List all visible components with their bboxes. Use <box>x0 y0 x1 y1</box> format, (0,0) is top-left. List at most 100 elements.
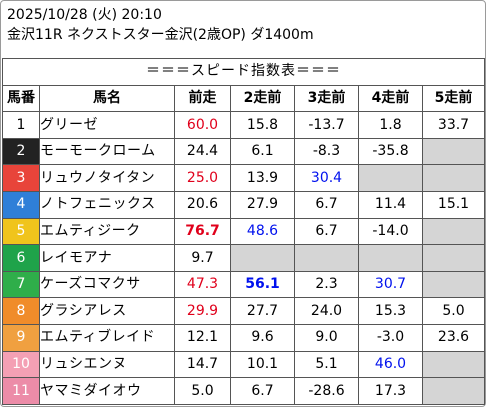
speed-index-cell: 9.0 <box>294 324 359 352</box>
speed-index-cell: -13.7 <box>294 111 359 139</box>
speed-index-cell: -14.0 <box>358 217 423 246</box>
horse-name: レイモアナ <box>39 244 175 272</box>
table-row: 3 リュウノタイタン 25.0 13.9 30.4 <box>2 164 485 193</box>
speed-index-cell: 5.1 <box>294 350 359 379</box>
speed-index-cell: 6.1 <box>230 137 295 166</box>
speed-index-cell: -8.3 <box>294 137 359 166</box>
speed-index-cell: 14.7 <box>174 350 231 379</box>
speed-index-cell <box>422 164 485 193</box>
horse-number: 8 <box>2 297 40 326</box>
speed-index-cell: 2.3 <box>294 270 359 299</box>
horse-name: ノトフェニックス <box>39 191 175 219</box>
horse-name: ヤマミダイオウ <box>39 377 175 405</box>
speed-index-cell: 30.7 <box>358 270 423 299</box>
speed-index-cell: 11.4 <box>358 191 423 219</box>
horse-number: 6 <box>2 244 40 272</box>
speed-index-cell: 20.6 <box>174 191 231 219</box>
speed-index-cell <box>422 350 485 379</box>
speed-index-cell: 33.7 <box>422 111 485 139</box>
speed-index-cell: 27.7 <box>230 297 295 326</box>
table-row: 10 リュシエンヌ 14.7 10.1 5.1 46.0 <box>2 350 485 379</box>
speed-index-cell: 12.1 <box>174 324 231 352</box>
table-row: 6 レイモアナ 9.7 <box>2 244 485 272</box>
column-header-number: 馬番 <box>2 84 40 113</box>
speed-index-cell: 48.6 <box>230 217 295 246</box>
speed-index-cell <box>422 377 485 405</box>
table-header-row: 馬番 馬名 前走 2走前 3走前 4走前 5走前 <box>2 84 485 113</box>
speed-index-cell <box>358 244 423 272</box>
horse-number: 7 <box>2 270 40 299</box>
horse-number: 5 <box>2 217 40 246</box>
speed-index-cell <box>422 270 485 299</box>
horse-name: グラシアレス <box>39 297 175 326</box>
speed-index-cell: 47.3 <box>174 270 231 299</box>
horse-name: エムティジーク <box>39 217 175 246</box>
speed-index-cell: 1.8 <box>358 111 423 139</box>
speed-index-cell: 15.8 <box>230 111 295 139</box>
horse-name: モーモークローム <box>39 137 175 166</box>
horse-number: 4 <box>2 191 40 219</box>
horse-name: リュウノタイタン <box>39 164 175 193</box>
horse-number: 3 <box>2 164 40 193</box>
speed-index-cell: 9.6 <box>230 324 295 352</box>
speed-index-cell: 15.3 <box>358 297 423 326</box>
race-datetime: 2025/10/28 (火) 20:10 <box>7 7 162 23</box>
horse-number: 9 <box>2 324 40 352</box>
speed-index-cell: 6.7 <box>294 217 359 246</box>
table-row: 5 エムティジーク 76.7 48.6 6.7 -14.0 <box>2 217 485 246</box>
horse-name: グリーゼ <box>39 111 175 139</box>
table-row: 7 ケーズコマクサ 47.3 56.1 2.3 30.7 <box>2 270 485 299</box>
speed-index-cell <box>358 164 423 193</box>
speed-index-cell: 24.0 <box>294 297 359 326</box>
speed-index-cell: 6.7 <box>230 377 295 405</box>
speed-index-cell: 13.9 <box>230 164 295 193</box>
speed-index-table: ＝＝＝スピード指数表＝＝＝ 馬番 馬名 前走 2走前 3走前 4走前 5走前 1… <box>2 58 485 405</box>
speed-index-cell: 25.0 <box>174 164 231 193</box>
speed-index-cell: 9.7 <box>174 244 231 272</box>
race-header: 2025/10/28 (火) 20:10 金沢11R ネクストスター金沢(2歳O… <box>7 5 314 45</box>
table-row: 8 グラシアレス 29.9 27.7 24.0 15.3 5.0 <box>2 297 485 326</box>
column-header-5-races-ago: 5走前 <box>422 84 485 113</box>
column-header-horse-name: 馬名 <box>39 84 175 113</box>
speed-index-cell: 5.0 <box>174 377 231 405</box>
horse-name: エムティブレイド <box>39 324 175 352</box>
table-caption-row: ＝＝＝スピード指数表＝＝＝ <box>2 58 485 86</box>
horse-name: ケーズコマクサ <box>39 270 175 299</box>
speed-index-cell: 6.7 <box>294 191 359 219</box>
speed-index-cell: 15.1 <box>422 191 485 219</box>
speed-index-cell <box>230 244 295 272</box>
horse-number: 2 <box>2 137 40 166</box>
table-row: 4 ノトフェニックス 20.6 27.9 6.7 11.4 15.1 <box>2 191 485 219</box>
speed-index-cell: -3.0 <box>358 324 423 352</box>
speed-index-cell: -28.6 <box>294 377 359 405</box>
speed-index-cell: 23.6 <box>422 324 485 352</box>
speed-index-cell: 24.4 <box>174 137 231 166</box>
table-row: 2 モーモークローム 24.4 6.1 -8.3 -35.8 <box>2 137 485 166</box>
speed-index-cell: 5.0 <box>422 297 485 326</box>
horse-number: 11 <box>2 377 40 405</box>
speed-index-cell: 56.1 <box>230 270 295 299</box>
speed-index-cell: 27.9 <box>230 191 295 219</box>
column-header-3-races-ago: 3走前 <box>294 84 359 113</box>
column-header-2-races-ago: 2走前 <box>230 84 295 113</box>
table-caption: ＝＝＝スピード指数表＝＝＝ <box>2 58 485 86</box>
speed-index-cell <box>422 244 485 272</box>
table-row: 1 グリーゼ 60.0 15.8 -13.7 1.8 33.7 <box>2 111 485 139</box>
table-row: 9 エムティブレイド 12.1 9.6 9.0 -3.0 23.6 <box>2 324 485 352</box>
speed-index-cell: 60.0 <box>174 111 231 139</box>
speed-index-cell <box>422 137 485 166</box>
speed-index-cell: -35.8 <box>358 137 423 166</box>
speed-index-cell <box>294 244 359 272</box>
column-header-last-race: 前走 <box>174 84 231 113</box>
speed-index-cell: 76.7 <box>174 217 231 246</box>
horse-number: 10 <box>2 350 40 379</box>
speed-index-cell: 30.4 <box>294 164 359 193</box>
horse-name: リュシエンヌ <box>39 350 175 379</box>
column-header-4-races-ago: 4走前 <box>358 84 423 113</box>
speed-index-cell <box>422 217 485 246</box>
speed-index-cell: 29.9 <box>174 297 231 326</box>
speed-index-cell: 17.3 <box>358 377 423 405</box>
race-title: 金沢11R ネクストスター金沢(2歳OP) ダ1400m <box>7 27 314 43</box>
table-row: 11 ヤマミダイオウ 5.0 6.7 -28.6 17.3 <box>2 377 485 405</box>
